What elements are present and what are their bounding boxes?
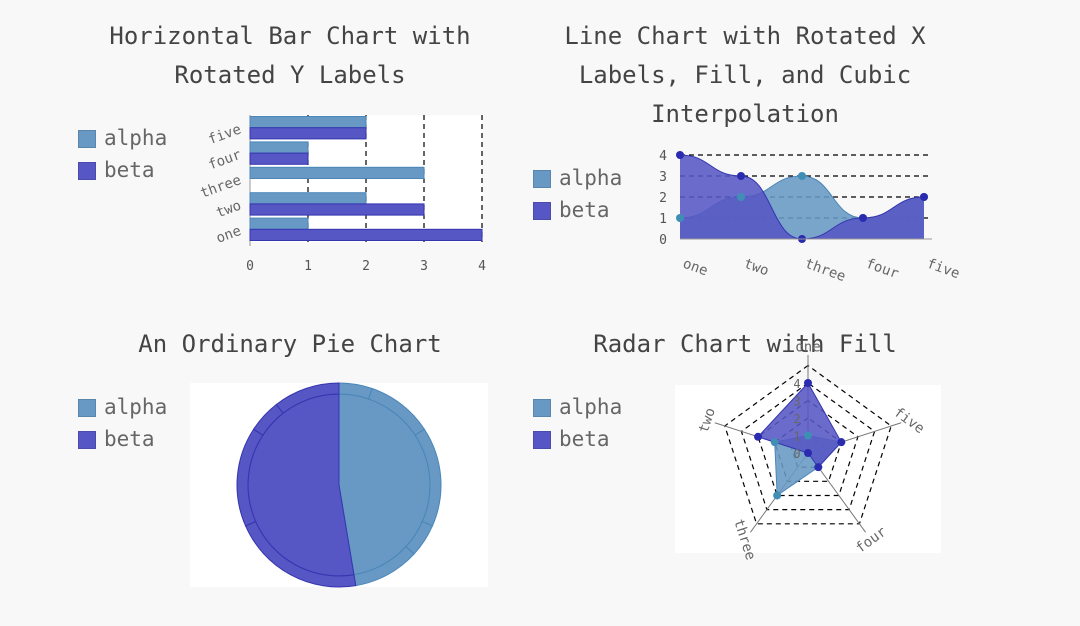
y-tick-label: four — [206, 147, 243, 174]
x-tick-label: 4 — [478, 259, 486, 274]
legend-swatch-beta — [78, 431, 96, 449]
x-tick-label: 1 — [304, 259, 312, 274]
bar-beta-two — [249, 203, 425, 216]
y-tick-label: 2 — [659, 191, 667, 206]
legend-label: alpha — [104, 126, 168, 150]
x-tick-label: 2 — [362, 259, 370, 274]
radar-point-alpha — [770, 438, 779, 447]
radar-axis-label: one — [795, 339, 820, 355]
line-chart: 0 1 2 3 4 one two three four five — [659, 149, 962, 285]
radar-point-alpha — [773, 491, 782, 500]
point-alpha — [798, 172, 806, 180]
radial-tick-label: 3 — [793, 395, 800, 409]
pie-chart-title: An Ordinary Pie Chart — [138, 330, 442, 358]
radar-point-alpha — [804, 431, 812, 440]
point-beta — [737, 172, 745, 180]
legend-swatch-beta — [533, 431, 551, 449]
point-alpha — [676, 214, 684, 222]
bar-alpha-two — [249, 192, 367, 205]
radar-point-beta — [804, 379, 812, 387]
radial-tick-label: 1 — [793, 430, 800, 444]
y-tick-label: 0 — [659, 233, 667, 248]
legend-swatch-beta — [78, 162, 96, 180]
y-tick-label: 1 — [659, 212, 667, 227]
radar-axis-label: two — [696, 406, 719, 435]
legend-label: alpha — [559, 166, 623, 190]
y-tick-label: two — [214, 198, 243, 222]
radar-area-beta — [757, 382, 842, 468]
point-beta — [676, 151, 684, 159]
pie-chart — [190, 382, 488, 588]
y-tick-label: 4 — [659, 149, 667, 164]
bar-alpha-four — [249, 141, 309, 154]
line-chart-title: Line Chart with Rotated X Labels, Fill, … — [564, 22, 926, 128]
radar-point-beta — [754, 432, 763, 441]
legend-label: beta — [104, 158, 155, 182]
legend-label: alpha — [104, 395, 168, 419]
pie-ring-beta — [275, 382, 340, 414]
y-tick-label: 3 — [659, 170, 667, 185]
point-beta — [920, 193, 928, 201]
radar-chart-title: Radar Chart with Fill — [593, 330, 897, 358]
point-alpha — [737, 193, 745, 201]
radar-point-beta — [804, 449, 812, 457]
bar-beta-five — [249, 127, 367, 140]
radar-grid-ring — [740, 382, 876, 511]
x-tick-label: five — [925, 256, 962, 283]
x-tick-label: one — [681, 256, 710, 280]
bar-beta-one — [249, 228, 483, 242]
y-tick-label: five — [206, 121, 243, 148]
x-tick-label: two — [742, 256, 771, 280]
legend-swatch-alpha — [78, 399, 96, 417]
radar-grid-ring — [757, 399, 859, 497]
radar-grid-ring — [724, 364, 892, 525]
bar-chart-title: Horizontal Bar Chart with Rotated Y Labe… — [109, 22, 471, 89]
legend-label: beta — [104, 427, 155, 451]
point-beta — [859, 214, 867, 222]
legend-label: beta — [559, 427, 610, 451]
radial-tick-label: 0 — [793, 447, 800, 461]
legend-swatch-beta — [533, 202, 551, 220]
bar-alpha-one — [249, 217, 309, 230]
legend-swatch-alpha — [533, 170, 551, 188]
radial-tick-label: 4 — [793, 377, 800, 391]
legend-label: beta — [559, 198, 610, 222]
legend-swatch-alpha — [78, 130, 96, 148]
x-tick-label: four — [864, 256, 901, 283]
bar-alpha-three — [249, 166, 425, 179]
radar-point-beta — [814, 463, 823, 472]
x-tick-label: three — [803, 256, 848, 285]
y-tick-label: one — [214, 223, 243, 247]
x-tick-label: 3 — [420, 259, 428, 274]
bar-beta-four — [249, 152, 309, 165]
legend-swatch-alpha — [533, 399, 551, 417]
radial-tick-label: 2 — [793, 412, 800, 426]
x-tick-label: 0 — [246, 259, 254, 274]
legend-label: alpha — [559, 395, 623, 419]
bar-alpha-five — [249, 116, 367, 129]
radar-point-beta — [837, 438, 846, 447]
